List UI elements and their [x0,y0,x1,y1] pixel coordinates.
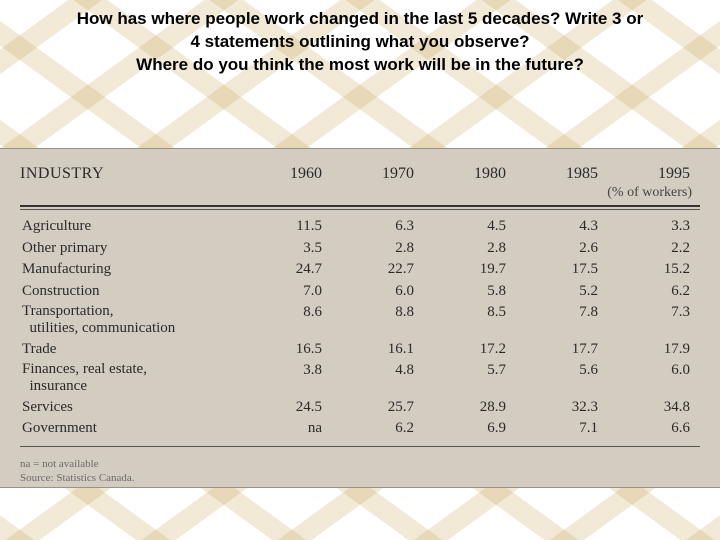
slide: How has where people work changed in the… [0,0,720,540]
slide-heading: How has where people work changed in the… [0,8,720,77]
cell: 7.8 [514,303,606,338]
cell: 6.2 [330,419,422,439]
cell: 8.6 [238,303,330,338]
cell: 19.7 [422,260,514,280]
cell: 5.6 [514,361,606,396]
cell: 16.1 [330,340,422,360]
cell: 22.7 [330,260,422,280]
cell: 6.0 [330,282,422,302]
heading-line-3: Where do you think the most work will be… [36,54,684,77]
cell: 16.5 [238,340,330,360]
row-name: Services [20,398,238,418]
cell: 7.1 [514,419,606,439]
rule-top-thin [20,209,700,210]
cell: 2.6 [514,239,606,259]
cell: 32.3 [514,398,606,418]
heading-line-1: How has where people work changed in the… [36,8,684,31]
cell: 2.8 [330,239,422,259]
cell: 4.3 [514,217,606,237]
row-name: Finances, real estate, insurance [20,361,238,396]
footnote-source: Source: Statistics Canada. [20,471,700,485]
cell: 2.2 [606,239,698,259]
cell: 5.7 [422,361,514,396]
table-row: Finances, real estate, insurance 3.8 4.8… [20,360,700,397]
row-name: Other primary [20,239,238,259]
cell: 28.9 [422,398,514,418]
row-name: Trade [20,340,238,360]
table-subheader: (% of workers) [20,185,700,205]
cell: 17.2 [422,340,514,360]
cell: 5.2 [514,282,606,302]
industry-table-panel: INDUSTRY 1960 1970 1980 1985 1995 (% of … [0,148,720,488]
cell: 8.8 [330,303,422,338]
cell: na [238,419,330,439]
table-row: Other primary 3.5 2.8 2.8 2.6 2.2 [20,238,700,260]
row-name: Transportation, utilities, communication [20,303,238,338]
table-footnote: na = not available Source: Statistics Ca… [20,457,700,486]
table-row: Trade 16.5 16.1 17.2 17.7 17.9 [20,339,700,361]
cell: 6.0 [606,361,698,396]
cell: 3.3 [606,217,698,237]
cell: 3.5 [238,239,330,259]
cell: 17.9 [606,340,698,360]
cell: 4.5 [422,217,514,237]
cell: 17.7 [514,340,606,360]
cell: 6.3 [330,217,422,237]
table-row: Construction 7.0 6.0 5.8 5.2 6.2 [20,281,700,303]
header-year-1970: 1970 [330,165,422,183]
row-name: Construction [20,282,238,302]
row-name: Government [20,419,238,439]
cell: 11.5 [238,217,330,237]
cell: 24.7 [238,260,330,280]
cell: 7.0 [238,282,330,302]
cell: 3.8 [238,361,330,396]
cell: 6.9 [422,419,514,439]
cell: 6.6 [606,419,698,439]
cell: 34.8 [606,398,698,418]
header-year-1960: 1960 [238,165,330,183]
cell: 4.8 [330,361,422,396]
rule-top-thick [20,205,700,207]
table-row: Government na 6.2 6.9 7.1 6.6 [20,418,700,440]
table-row: Agriculture 11.5 6.3 4.5 4.3 3.3 [20,216,700,238]
footnote-na: na = not available [20,457,700,471]
cell: 5.8 [422,282,514,302]
table-header-row: INDUSTRY 1960 1970 1980 1985 1995 [20,159,700,185]
row-name: Agriculture [20,217,238,237]
cell: 17.5 [514,260,606,280]
table-row: Manufacturing 24.7 22.7 19.7 17.5 15.2 [20,259,700,281]
table-body: Agriculture 11.5 6.3 4.5 4.3 3.3 Other p… [20,216,700,440]
header-year-1980: 1980 [422,165,514,183]
table-row: Services 24.5 25.7 28.9 32.3 34.8 [20,397,700,419]
heading-line-2: 4 statements outlining what you observe? [36,31,684,54]
cell: 2.8 [422,239,514,259]
cell: 6.2 [606,282,698,302]
header-year-1995: 1995 [606,165,698,183]
header-industry-label: INDUSTRY [20,165,238,183]
table-row: Transportation, utilities, communication… [20,302,700,339]
cell: 24.5 [238,398,330,418]
cell: 8.5 [422,303,514,338]
cell: 15.2 [606,260,698,280]
row-name: Manufacturing [20,260,238,280]
header-year-1985: 1985 [514,165,606,183]
cell: 25.7 [330,398,422,418]
rule-bottom [20,446,700,447]
cell: 7.3 [606,303,698,338]
